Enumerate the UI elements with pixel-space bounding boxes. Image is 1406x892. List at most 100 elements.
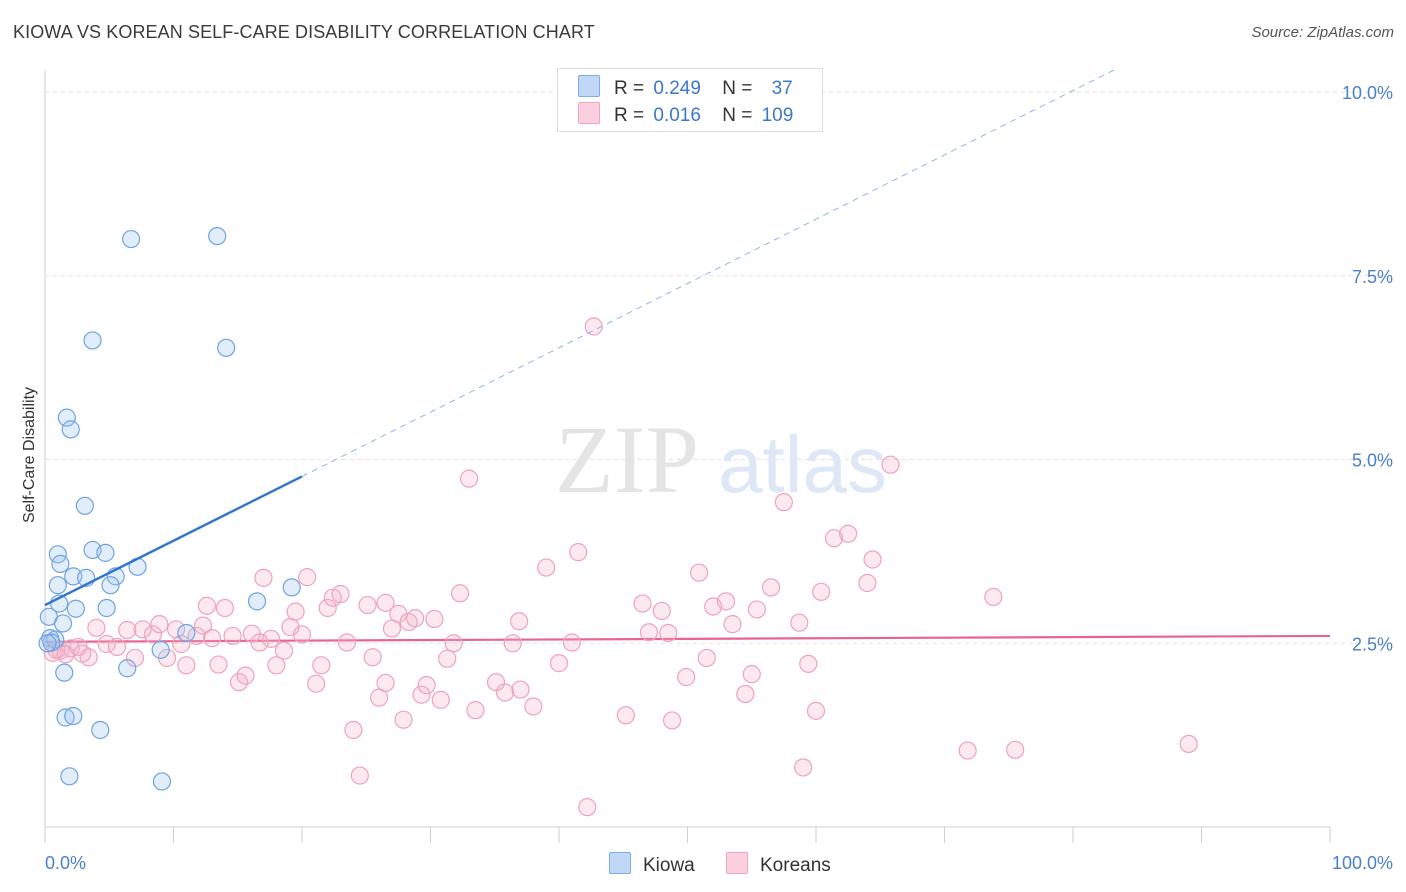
kiowa-trend-extension bbox=[301, 69, 1115, 477]
koreans-point bbox=[459, 469, 479, 488]
kiowa-point bbox=[61, 420, 80, 439]
chart-title: KIOWA VS KOREAN SELF-CARE DISABILITY COR… bbox=[13, 22, 595, 42]
x-tick-label: 100.0% bbox=[1332, 853, 1393, 873]
koreans-point bbox=[197, 596, 217, 615]
kiowa-point bbox=[177, 623, 196, 643]
koreans-point bbox=[537, 558, 556, 577]
koreans-point bbox=[125, 648, 145, 668]
koreans-point bbox=[187, 626, 206, 646]
koreans-point bbox=[562, 633, 581, 652]
grid-lines bbox=[45, 91, 1392, 644]
koreans-point bbox=[61, 639, 80, 658]
kiowa-n-label: N = bbox=[722, 78, 753, 99]
koreans-point bbox=[578, 798, 597, 817]
koreans-legend-swatch bbox=[726, 852, 748, 874]
koreans-point bbox=[118, 620, 137, 640]
y-tick-labels: 2.5% 5.0% 7.5% 10.0% bbox=[1342, 83, 1393, 654]
koreans-point bbox=[254, 568, 273, 587]
koreans-point bbox=[97, 634, 116, 654]
koreans-point bbox=[350, 766, 369, 785]
koreans-legend-label: Koreans bbox=[760, 855, 831, 876]
koreans-point bbox=[486, 673, 506, 692]
koreans-point bbox=[312, 656, 331, 675]
koreans-trend bbox=[44, 634, 1331, 643]
koreans-point bbox=[193, 616, 213, 635]
kiowa-trend-line bbox=[44, 475, 303, 607]
kiowa-point bbox=[75, 496, 94, 515]
koreans-point bbox=[511, 680, 530, 699]
kiowa-swatch bbox=[578, 75, 600, 97]
koreans-point bbox=[863, 550, 882, 569]
kiowa-point bbox=[48, 576, 67, 595]
kiowa-r-value: 0.249 bbox=[653, 78, 701, 99]
y-tick-label: 2.5% bbox=[1352, 634, 1393, 654]
koreans-point bbox=[172, 634, 191, 654]
koreans-point bbox=[839, 524, 858, 543]
koreans-point bbox=[73, 644, 92, 663]
koreans-point bbox=[262, 629, 281, 648]
koreans-point bbox=[761, 578, 781, 597]
koreans-point bbox=[331, 584, 350, 604]
watermark-zip: ZIP bbox=[555, 406, 699, 513]
koreans-point bbox=[150, 615, 169, 634]
koreans-point bbox=[774, 493, 793, 512]
koreans-point bbox=[215, 598, 234, 618]
stats-legend: R = 0.249 N = 37 R = 0.016 N = 109 bbox=[557, 68, 823, 132]
koreans-point bbox=[510, 612, 529, 631]
koreans-point bbox=[405, 609, 425, 628]
legend-row-koreans: R = 0.016 N = 109 bbox=[578, 102, 793, 126]
koreans-point bbox=[438, 649, 457, 668]
kiowa-trend bbox=[44, 69, 1115, 607]
legend-row-kiowa: R = 0.249 N = 37 bbox=[578, 75, 793, 99]
koreans-point bbox=[495, 683, 515, 702]
koreans-point bbox=[425, 609, 444, 629]
koreans-point bbox=[274, 641, 294, 660]
koreans-point bbox=[202, 629, 222, 648]
koreans-point bbox=[376, 593, 395, 612]
koreans-point bbox=[697, 648, 716, 668]
koreans-point bbox=[984, 587, 1003, 607]
kiowa-point bbox=[66, 599, 85, 618]
koreans-point bbox=[716, 592, 736, 611]
kiowa-point bbox=[217, 338, 236, 357]
koreans-point bbox=[790, 613, 809, 632]
koreans-point bbox=[747, 600, 766, 619]
kiowa-point bbox=[151, 640, 170, 659]
koreans-point bbox=[267, 656, 286, 675]
koreans-point bbox=[444, 634, 463, 653]
y-tick-label: 5.0% bbox=[1352, 451, 1393, 471]
legend-item-kiowa[interactable]: Kiowa bbox=[609, 852, 695, 877]
koreans-point bbox=[412, 685, 431, 704]
koreans-point bbox=[736, 684, 755, 704]
kiowa-point bbox=[118, 659, 137, 678]
kiowa-legend-swatch bbox=[609, 852, 631, 874]
watermark-atlas: atlas bbox=[718, 420, 887, 509]
koreans-point bbox=[417, 676, 436, 695]
koreans-point bbox=[639, 623, 659, 642]
koreans-n-label: N = bbox=[722, 105, 753, 126]
series-legend: Kiowa Koreans bbox=[0, 852, 1406, 878]
koreans-point bbox=[344, 720, 363, 740]
kiowa-point bbox=[96, 543, 115, 562]
koreans-point bbox=[858, 573, 877, 593]
legend-item-koreans[interactable]: Koreans bbox=[726, 852, 831, 877]
koreans-point bbox=[250, 633, 269, 652]
koreans-point bbox=[376, 673, 395, 693]
koreans-n-value: 109 bbox=[761, 105, 794, 126]
koreans-points bbox=[43, 317, 1198, 817]
koreans-point bbox=[662, 711, 682, 730]
koreans-point bbox=[549, 654, 569, 673]
kiowa-points bbox=[38, 226, 301, 791]
koreans-point bbox=[824, 529, 844, 548]
kiowa-point bbox=[57, 408, 76, 427]
koreans-point bbox=[812, 582, 831, 601]
kiowa-point bbox=[64, 706, 83, 726]
kiowa-point bbox=[56, 708, 75, 727]
koreans-point bbox=[318, 598, 337, 618]
koreans-point bbox=[742, 665, 761, 684]
koreans-point bbox=[466, 701, 485, 720]
axes bbox=[44, 70, 1331, 843]
koreans-point bbox=[689, 563, 709, 582]
koreans-point bbox=[87, 618, 106, 637]
